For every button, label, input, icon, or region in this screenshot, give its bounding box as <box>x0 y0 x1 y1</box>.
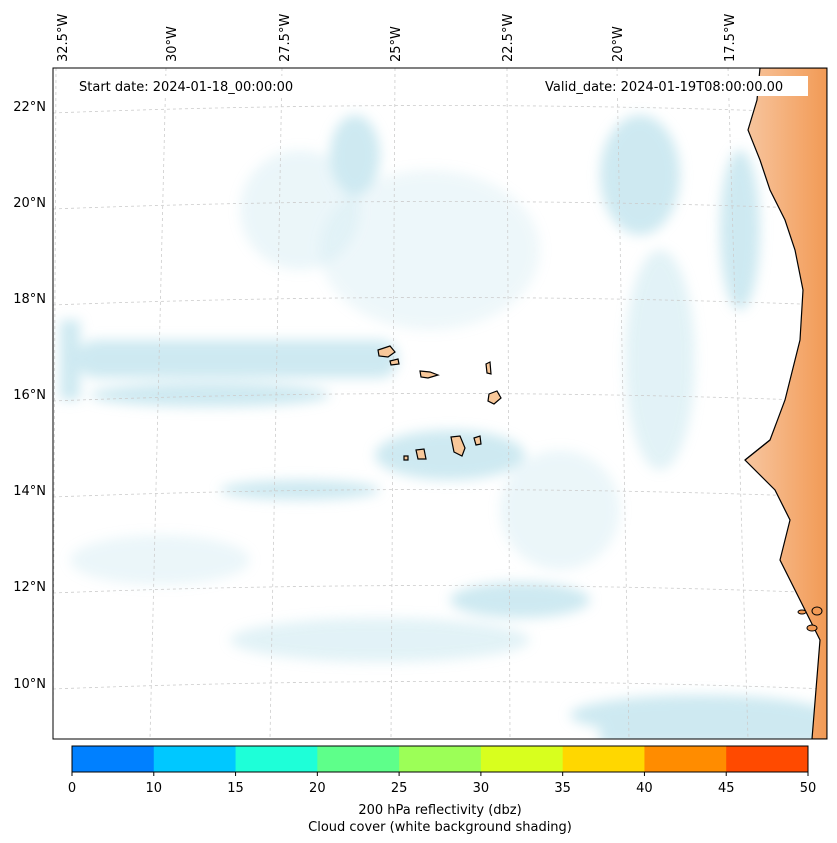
colorbar-swatch <box>235 746 318 772</box>
cloud-band-16n <box>78 340 398 378</box>
cloud-band-11n-east <box>450 582 590 618</box>
colorbar-swatch <box>399 746 482 772</box>
start-date-box <box>72 76 316 96</box>
colorbar-swatch <box>72 746 155 772</box>
colorbar-tick-label: 30 <box>473 781 490 796</box>
latitude-labels: 22°N 20°N 18°N 16°N 14°N 12°N 10°N <box>13 100 46 692</box>
map-frame <box>52 67 828 740</box>
colorbar-swatch <box>644 746 727 772</box>
meridian-27-5w <box>269 68 283 739</box>
date-annotations: Start date: 2024-01-18_00:00:00 Valid_da… <box>72 76 808 96</box>
colorbar-swatch <box>153 746 237 772</box>
lon-label-25w: 25°W <box>389 26 404 62</box>
colorbar-swatch <box>317 746 400 772</box>
parallel-16n <box>53 393 827 402</box>
cloud-left-edge <box>60 320 80 400</box>
cloud-band-15n <box>90 383 330 407</box>
cloud-band-14n <box>220 480 380 500</box>
colorbar-tick-label: 45 <box>718 781 735 796</box>
lon-label-22-5w: 22.5°W <box>501 14 516 62</box>
colorbar-swatch <box>726 746 809 772</box>
lat-label-22n: 22°N <box>13 100 46 115</box>
lon-label-17-5w: 17.5°W <box>723 14 738 62</box>
cloud-band-12n <box>70 535 250 585</box>
africa-coast <box>744 68 827 739</box>
parallel-20n <box>53 201 827 210</box>
cloud-cover-layer <box>60 115 827 739</box>
cloud-streak-21n <box>330 115 380 195</box>
lat-label-14n: 14°N <box>13 484 46 499</box>
colorbar: 0 10 15 20 25 30 35 40 45 50 200 hPa reflectivity… <box>68 745 816 835</box>
colorbar-tick-label: 40 <box>636 781 653 796</box>
bijagos-island-1 <box>811 606 823 616</box>
colorbar-swatch <box>562 746 645 772</box>
cloud-coast-north <box>720 150 760 310</box>
start-date-text: Start date: 2024-01-18_00:00:00 <box>79 80 293 95</box>
parallel-14n <box>53 489 827 498</box>
island-fogo <box>415 448 427 460</box>
parallel-10n <box>53 681 827 690</box>
map-layers <box>53 68 827 739</box>
cloud-band-11n <box>230 618 530 662</box>
lon-label-27-5w: 27.5°W <box>278 14 293 62</box>
island-brava <box>403 455 409 461</box>
lon-label-32-5w: 32.5°W <box>56 14 71 62</box>
colorbar-swatches <box>72 746 809 772</box>
colorbar-label: 200 hPa reflectivity (dbz) <box>358 803 521 818</box>
meridian-30w <box>149 68 167 739</box>
lon-label-30w: 30°W <box>165 26 180 62</box>
bijagos-island-2 <box>806 624 818 632</box>
colorbar-ticks: 0 10 15 20 25 30 35 40 45 50 <box>68 772 816 796</box>
lat-label-20n: 20°N <box>13 196 46 211</box>
meridian-20w <box>616 68 630 739</box>
cape-verde-islands <box>377 345 502 461</box>
island-maio <box>473 435 482 446</box>
colorbar-tick-label: 10 <box>146 781 163 796</box>
colorbar-sublabel: Cloud cover (white background shading) <box>308 820 572 835</box>
colorbar-swatch <box>480 746 564 772</box>
cloud-islands-south <box>375 430 525 480</box>
lat-label-18n: 18°N <box>13 292 46 307</box>
island-boa-vista <box>487 390 502 405</box>
meridian-25w <box>390 68 396 739</box>
cloud-blob-center <box>320 170 540 330</box>
colorbar-tick-label: 25 <box>391 781 408 796</box>
meridian-17-5w <box>727 68 749 739</box>
cloud-streak-20w <box>600 115 680 235</box>
cloud-streak-east <box>625 250 695 470</box>
colorbar-tick-label: 15 <box>227 781 244 796</box>
island-santiago <box>450 435 466 457</box>
cloud-bottom-edge <box>600 715 827 739</box>
parallel-18n <box>53 297 827 306</box>
lon-label-20w: 20°W <box>611 26 626 62</box>
colorbar-tick-label: 0 <box>68 781 76 796</box>
island-sal <box>485 361 492 375</box>
cap-vert-coastline <box>744 439 771 461</box>
island-sao-nicolau <box>419 370 440 379</box>
bijagos-island-3 <box>797 609 807 615</box>
meridian-22-5w <box>506 68 511 739</box>
lat-label-16n: 16°N <box>13 388 46 403</box>
valid-date-text: Valid_date: 2024-01-19T08:00:00.00 <box>545 80 783 95</box>
lat-label-12n: 12°N <box>13 580 46 595</box>
colorbar-tick-label: 50 <box>800 781 817 796</box>
longitude-labels: 32.5°W 30°W 27.5°W 25°W 22.5°W 20°W 17.5… <box>56 14 738 62</box>
lat-label-10n: 10°N <box>13 677 46 692</box>
colorbar-frame <box>71 745 809 773</box>
island-sao-vicente <box>389 358 400 366</box>
parallel-22n <box>53 105 827 114</box>
colorbar-tick-label: 20 <box>309 781 326 796</box>
colorbar-tick-label: 35 <box>554 781 571 796</box>
valid-date-box <box>538 76 808 96</box>
cloud-blob-mid <box>500 450 620 570</box>
parallel-12n <box>53 585 827 594</box>
island-santo-antao <box>377 345 396 358</box>
